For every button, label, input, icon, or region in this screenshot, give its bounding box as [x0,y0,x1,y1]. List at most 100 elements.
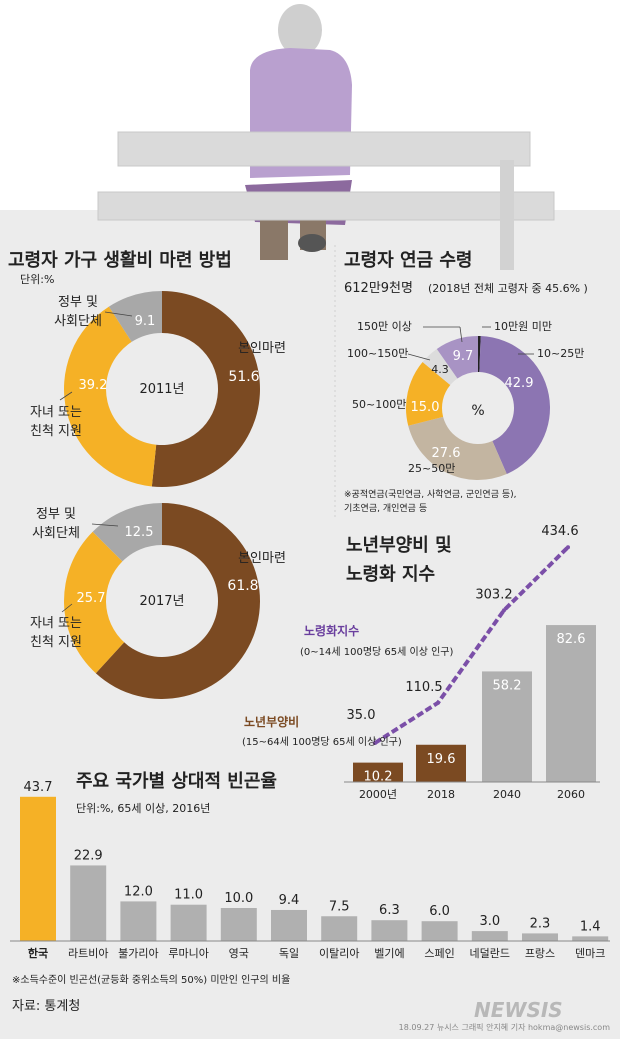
dependency-x-tick: 2060 [557,788,585,801]
poverty-x-tick: 한국 [28,946,48,960]
aging-index-label: 303.2 [475,587,512,602]
donut-2017-label-family-1: 자녀 또는 [30,616,82,631]
donut-2011-label-family-2: 친척 지원 [30,424,82,439]
poverty-x-tick: 불가리아 [118,947,158,960]
donut-2011-leader-gov [104,311,133,317]
poverty-bar-label: 43.7 [24,780,53,795]
slice-50-100 [406,362,451,426]
slice-government [92,502,162,562]
donut-2011-value-family: 39.2 [79,378,108,393]
dependency-legend-note: (15~64세 100명당 65세 이상 인구) [242,736,402,748]
pension-title: 고령자 연금 수령 [344,250,472,271]
donut-2017-leader-gov [91,523,119,527]
poverty-bar [271,909,307,941]
poverty-bar [70,865,107,941]
pension-subtitle-main: 612만9천명 [344,281,413,296]
elderly-person-on-bench-illustration [97,4,555,270]
dependency-legend: 노년부양비 [244,714,299,729]
slice-10-25 [479,336,550,474]
dependency-x-tick: 2018 [427,788,455,801]
poverty-x-tick: 프랑스 [525,947,555,960]
pension-leader-150-b [459,326,463,343]
pension-value-150: 9.7 [453,349,474,364]
poverty-bar-label: 6.3 [379,903,400,918]
aging-index-label: 434.6 [541,524,578,539]
poverty-bar-label: 6.0 [429,904,450,919]
donut-2017-value-gov: 12.5 [125,525,154,540]
poverty-bar [170,904,207,941]
dependency-bars: 10.2 2000년 19.6 2018 58.2 2040 82.6 2060 [353,625,596,801]
pension-value-100-150: 4.3 [431,363,449,376]
slice-self-funded [151,291,260,487]
pension-value-10-25: 42.9 [505,376,534,391]
donut-pension [406,336,550,480]
poverty-bar [522,933,558,941]
poverty-bar [471,931,508,941]
poverty-bar [371,920,408,941]
poverty-x-tick: 라트비아 [68,947,108,960]
dependency-bar [416,744,466,782]
aging-index-point [436,700,440,705]
donut-2017-label-family-2: 친척 지원 [30,635,82,650]
donut-2017-value-family: 25.7 [77,591,106,606]
donut-2011 [63,291,260,487]
pension-value-25-50: 27.6 [432,446,461,461]
donut-2011-center-label: 2011년 [139,382,184,397]
donut-2017-label-self: 본인마련 [238,551,286,566]
pension-subtitle-note: (2018년 전체 고령자 중 45.6% ) [428,282,588,295]
poverty-bars: 43.7 한국 22.9 라트비아 12.0 불가리아 11.0 루마니아 10.0 영국 9.4 독… [20,780,609,960]
donut-2011-label-gov-2: 사회단체 [54,314,102,329]
donut-2017-value-self: 61.8 [227,578,258,594]
poverty-bar [20,796,56,941]
credit-text: 18.09.27 뉴시스 그래픽 안지혜 기자 hokma@newsis.com [399,1022,611,1032]
poverty-footnote: ※소득수준이 빈곤선(균등화 중위소득의 50%) 미만인 인구의 비율 [12,973,290,986]
poverty-x-tick: 이탈리아 [319,947,359,960]
dependency-bar [353,762,403,782]
pension-label-150: 150만 이상 [357,320,412,333]
pension-label-under10: 10만원 미만 [494,320,552,333]
slice-government [108,291,162,342]
dependency-bar-label: 10.2 [364,770,393,785]
poverty-x-tick: 스페인 [424,947,454,960]
poverty-x-tick: 영국 [229,947,249,960]
aging-index-label: 35.0 [347,708,376,723]
poverty-unit: 단위:%, 65세 이상, 2016년 [76,802,210,815]
pension-footnote-2: 기초연금, 개인연금 등 [344,503,427,514]
slice-self-funded [95,503,260,699]
donut-2011-label-self: 본인마련 [238,341,286,356]
source-text: 자료: 통계청 [12,999,80,1014]
donut-2011-leader-family [59,391,73,401]
slice-family-support [63,306,157,487]
poverty-bar-label: 11.0 [174,888,203,903]
dependency-bar-label: 58.2 [493,678,522,693]
donut-2017 [63,502,260,699]
donut-2017-leader-family [61,603,73,613]
aging-index-point [566,545,570,550]
aging-index-legend-note: (0~14세 100명당 65세 이상 인구) [300,646,453,658]
donut-2011-label-gov-1: 정부 및 [58,295,98,310]
poverty-x-tick: 루마니아 [168,947,208,960]
poverty-bar [421,921,458,941]
poverty-title: 주요 국가별 상대적 빈곤율 [76,771,277,792]
donut-2011-value-self: 51.6 [228,369,259,385]
poverty-x-tick: 독일 [279,946,299,960]
newsis-watermark: NEWSIS [474,998,563,1022]
poverty-bar-label: 2.3 [530,916,551,931]
dependency-title-2: 노령화 지수 [346,564,435,585]
poverty-bar-label: 9.4 [279,893,300,908]
pension-label-50-100: 50~100만 [352,398,406,411]
pension-label-25-50: 25~50만 [408,462,455,475]
aging-index-line: 35.0 110.5 303.2 434.6 [347,524,579,745]
pension-footnote-1: ※공적연금(국민연금, 사학연금, 군인연금 등), [344,488,517,500]
poverty-bar-label: 22.9 [74,848,103,863]
living-cost-title: 고령자 가구 생활비 마련 방법 [8,250,232,271]
dependency-x-tick: 2000년 [359,788,397,801]
poverty-bar [572,936,609,941]
living-cost-unit: 단위:% [20,273,54,286]
dependency-bar [482,671,532,782]
slice-25-50 [408,416,507,480]
donut-2017-center-label: 2017년 [139,594,184,609]
poverty-bar-label: 7.5 [329,899,350,914]
slice-under-10 [478,336,481,373]
